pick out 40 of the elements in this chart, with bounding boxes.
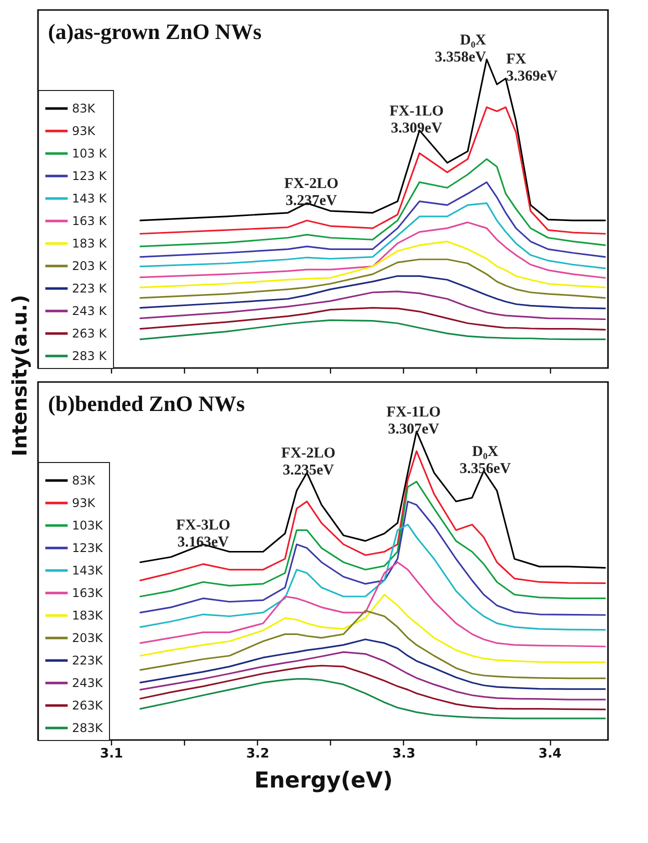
legend-label: 283 K <box>72 349 108 363</box>
annotation: FX-1LO 3.309eV <box>389 103 444 136</box>
chart-title: (a)as-grown ZnO NWs <box>48 19 262 44</box>
annotation: FX-2LO 3.237eV <box>284 176 338 210</box>
legend-label: 123K <box>72 541 104 555</box>
legend-label: 263K <box>72 698 104 712</box>
legend-label: 93K <box>72 124 96 138</box>
legend-label: 143 K <box>72 192 108 206</box>
legend-label: 183 K <box>72 236 108 250</box>
legend-label: 163 K <box>72 214 108 228</box>
annotation: FX-1LO 3.307eV <box>386 404 441 438</box>
legend-label: 223K <box>72 654 104 668</box>
legend-label: 83K <box>72 102 96 116</box>
legend-label: 83K <box>72 474 96 488</box>
legend-label: 203 K <box>72 259 108 273</box>
y-axis-title: Intensity(a.u.) <box>8 294 32 456</box>
legend-label: 223 K <box>72 282 108 296</box>
legend-label: 243K <box>72 676 104 690</box>
annotation: FX 3.369eV <box>506 52 558 85</box>
x-tick-label: 3.4 <box>538 746 562 762</box>
legend-label: 183K <box>72 608 104 622</box>
legend-label: 283K <box>72 721 104 735</box>
legend-label: 93K <box>72 496 96 510</box>
annotation: D₀X 3.358eV <box>434 32 486 66</box>
legend-label: 103K <box>72 518 104 532</box>
legend-label: 263 K <box>72 326 108 340</box>
x-tick-label: 3.1 <box>100 746 124 762</box>
annotation: FX-2LO 3.235eV <box>281 446 336 479</box>
x-axis-title: Energy(eV) <box>254 768 393 794</box>
legend-label: 123 K <box>72 169 108 183</box>
legend-label: 103 K <box>72 146 108 160</box>
x-tick-label: 3.3 <box>392 746 416 762</box>
chart-title: (b)bended ZnO NWs <box>48 391 246 416</box>
legend-label: 243 K <box>72 304 108 318</box>
x-tick-label: 3.2 <box>246 746 270 762</box>
annotation: D₀X 3.356eV <box>460 444 512 477</box>
legend-label: 163K <box>72 586 104 600</box>
legend-label: 203K <box>72 631 104 645</box>
legend-label: 143K <box>72 564 104 578</box>
annotation: FX-3LO 3.163eV <box>176 517 230 550</box>
